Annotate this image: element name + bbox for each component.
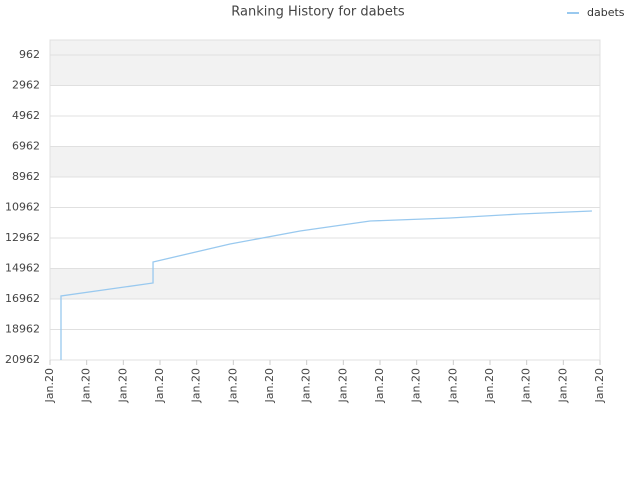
x-tick-label: Jan.20 [410, 368, 423, 403]
y-tick-label: 16962 [5, 292, 40, 305]
x-tick-label: Jan.20 [556, 368, 569, 403]
y-tick-label: 2962 [12, 79, 40, 92]
y-tick-label: 6962 [12, 140, 40, 153]
legend-label: dabets [587, 6, 625, 19]
y-tick-label: 18962 [5, 323, 40, 336]
x-tick-label: Jan.20 [80, 368, 93, 403]
band [50, 55, 600, 86]
band [50, 299, 600, 330]
band [50, 146, 600, 178]
band [50, 40, 600, 56]
x-tick-label: Jan.20 [43, 368, 56, 403]
band [50, 116, 600, 147]
x-tick-label: Jan.20 [226, 368, 239, 403]
line [60, 210, 592, 360]
band [50, 177, 600, 208]
x-tick-label: Jan.20 [520, 368, 533, 403]
x-tick-label: Jan.20 [190, 368, 203, 403]
band [50, 85, 600, 117]
x-tick-label: Jan.20 [593, 368, 606, 403]
band [50, 207, 600, 239]
x-tick-label: Jan.20 [153, 368, 166, 403]
x-tick-label: Jan.20 [446, 368, 459, 403]
band [50, 268, 600, 300]
x-tick-label: Jan.20 [373, 368, 386, 403]
y-tick-label: 4962 [12, 109, 40, 122]
x-tick-label: Jan.20 [263, 368, 276, 403]
chart-title: Ranking History for dabets [231, 5, 405, 20]
x-tick-label: Jan.20 [300, 368, 313, 403]
band [50, 238, 600, 269]
y-tick-label: 8962 [12, 170, 40, 183]
x-tick-label: Jan.20 [336, 368, 349, 403]
x-tick-label: Jan.20 [116, 368, 129, 403]
band [50, 329, 600, 360]
y-tick-label: 962 [19, 48, 40, 61]
y-tick-label: 12962 [5, 231, 40, 244]
x-tick-label: Jan.20 [483, 368, 496, 403]
y-tick-label: 10962 [5, 201, 40, 214]
y-tick-label: 20962 [5, 353, 40, 366]
y-tick-label: 14962 [5, 262, 40, 275]
